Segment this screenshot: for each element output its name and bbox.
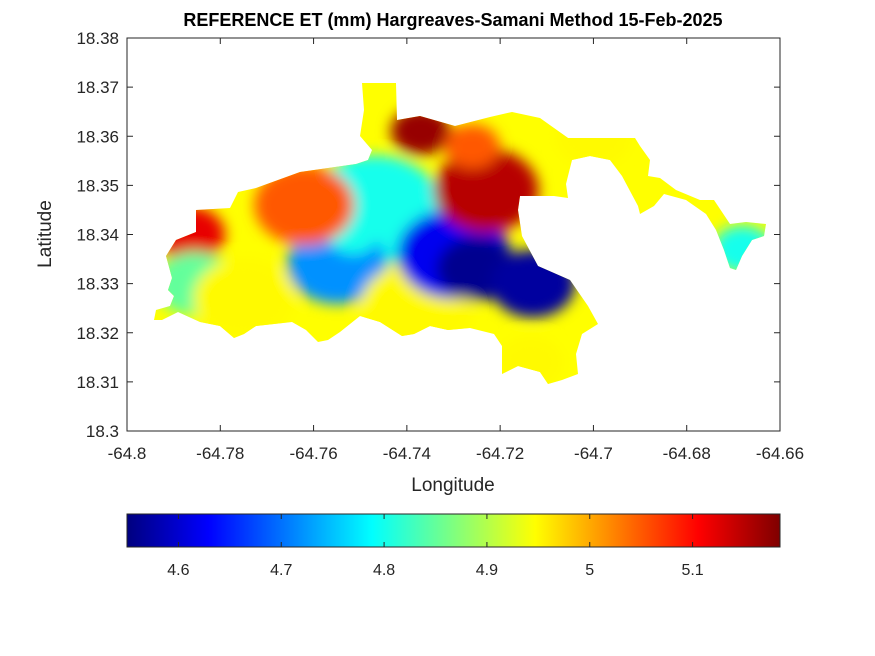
y-tick-label: 18.38 [76,29,119,48]
x-axis-label: Longitude [411,475,494,496]
x-tick-label: -64.68 [663,444,711,463]
colorbar-tick-label: 5 [585,562,594,579]
x-tick-label: -64.7 [574,444,613,463]
x-tick-label: -64.76 [289,444,337,463]
x-tick-label: -64.72 [476,444,524,463]
y-tick-label: 18.35 [76,176,119,195]
y-tick-label: 18.34 [76,226,119,245]
y-axis-label: Latitude [35,200,56,268]
colorbar-ticks: 4.6 4.7 4.8 4.9 5 5.1 [167,514,704,579]
y-tick-label: 18.33 [76,275,119,294]
y-tick-label: 18.31 [76,373,119,392]
colorbar-tick-label: 4.9 [476,562,498,579]
field-region [254,165,355,246]
x-tick-label: -64.74 [383,444,431,463]
field-region [444,124,500,169]
colorbar [126,513,781,548]
axis-ticks: -64.8 -64.78 -64.76 -64.74 -64.72 -64.7 -64.68… [76,29,804,463]
chart-title: REFERENCE ET (mm) Hargreaves-Samani Meth… [183,10,722,30]
colorbar-tick-label: 4.8 [373,562,395,579]
x-tick-label: -64.66 [756,444,804,463]
field-region [433,148,539,233]
x-tick-label: -64.78 [196,444,244,463]
colorbar-tick-label: 5.1 [681,562,703,579]
y-tick-label: 18.3 [86,422,119,441]
field-region [193,258,294,339]
y-tick-label: 18.36 [76,127,119,146]
colorbar-tick-label: 4.6 [167,562,189,579]
y-tick-label: 18.32 [76,324,119,343]
colorbar-tick-label: 4.7 [270,562,292,579]
x-tick-label: -64.8 [108,444,147,463]
y-tick-label: 18.37 [76,78,119,97]
